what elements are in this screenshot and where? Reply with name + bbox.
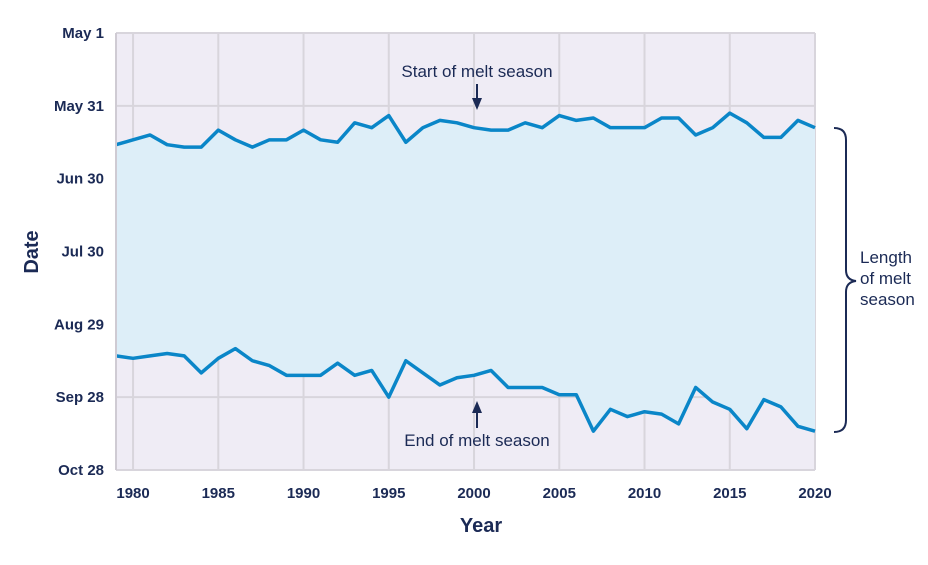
x-tick-label: 2005 (543, 485, 576, 502)
length-annotation-line1: Length (860, 248, 912, 267)
y-tick-label: Oct 28 (58, 462, 104, 479)
x-tick-labels: 1980 1985 1990 1995 2000 2005 2010 2015 2020 (116, 485, 831, 502)
x-tick-label: 2010 (628, 485, 661, 502)
x-tick-label: 1980 (116, 485, 149, 502)
x-tick-label: 2020 (798, 485, 831, 502)
y-tick-label: Jul 30 (61, 244, 104, 261)
length-annotation-line3: season (860, 290, 915, 309)
y-tick-label: Jun 30 (56, 171, 104, 188)
x-tick-label: 1990 (287, 485, 320, 502)
x-tick-label: 2000 (457, 485, 490, 502)
x-tick-label: 1995 (372, 485, 405, 502)
y-axis-label: Date (21, 230, 43, 273)
y-tick-label: Sep 28 (56, 389, 104, 406)
y-tick-label: May 1 (62, 25, 104, 42)
melt-season-area (116, 113, 815, 432)
x-tick-label: 1985 (202, 485, 235, 502)
y-tick-label: May 31 (54, 98, 104, 115)
arrow-up-icon (472, 401, 482, 428)
length-annotation-line2: of melt (860, 269, 911, 288)
x-axis-label: Year (460, 515, 502, 537)
arrow-down-icon (472, 84, 482, 110)
x-tick-label: 2015 (713, 485, 746, 502)
y-tick-label: Aug 29 (54, 316, 104, 333)
start-of-melt-line (115, 111, 816, 149)
length-bracket (833, 127, 857, 433)
end-of-melt-line (115, 346, 816, 433)
start-annotation: Start of melt season (401, 62, 552, 81)
end-annotation: End of melt season (404, 431, 550, 450)
y-tick-labels: May 1 May 31 Jun 30 Jul 30 Aug 29 Sep 28 Oct 2… (54, 25, 104, 479)
